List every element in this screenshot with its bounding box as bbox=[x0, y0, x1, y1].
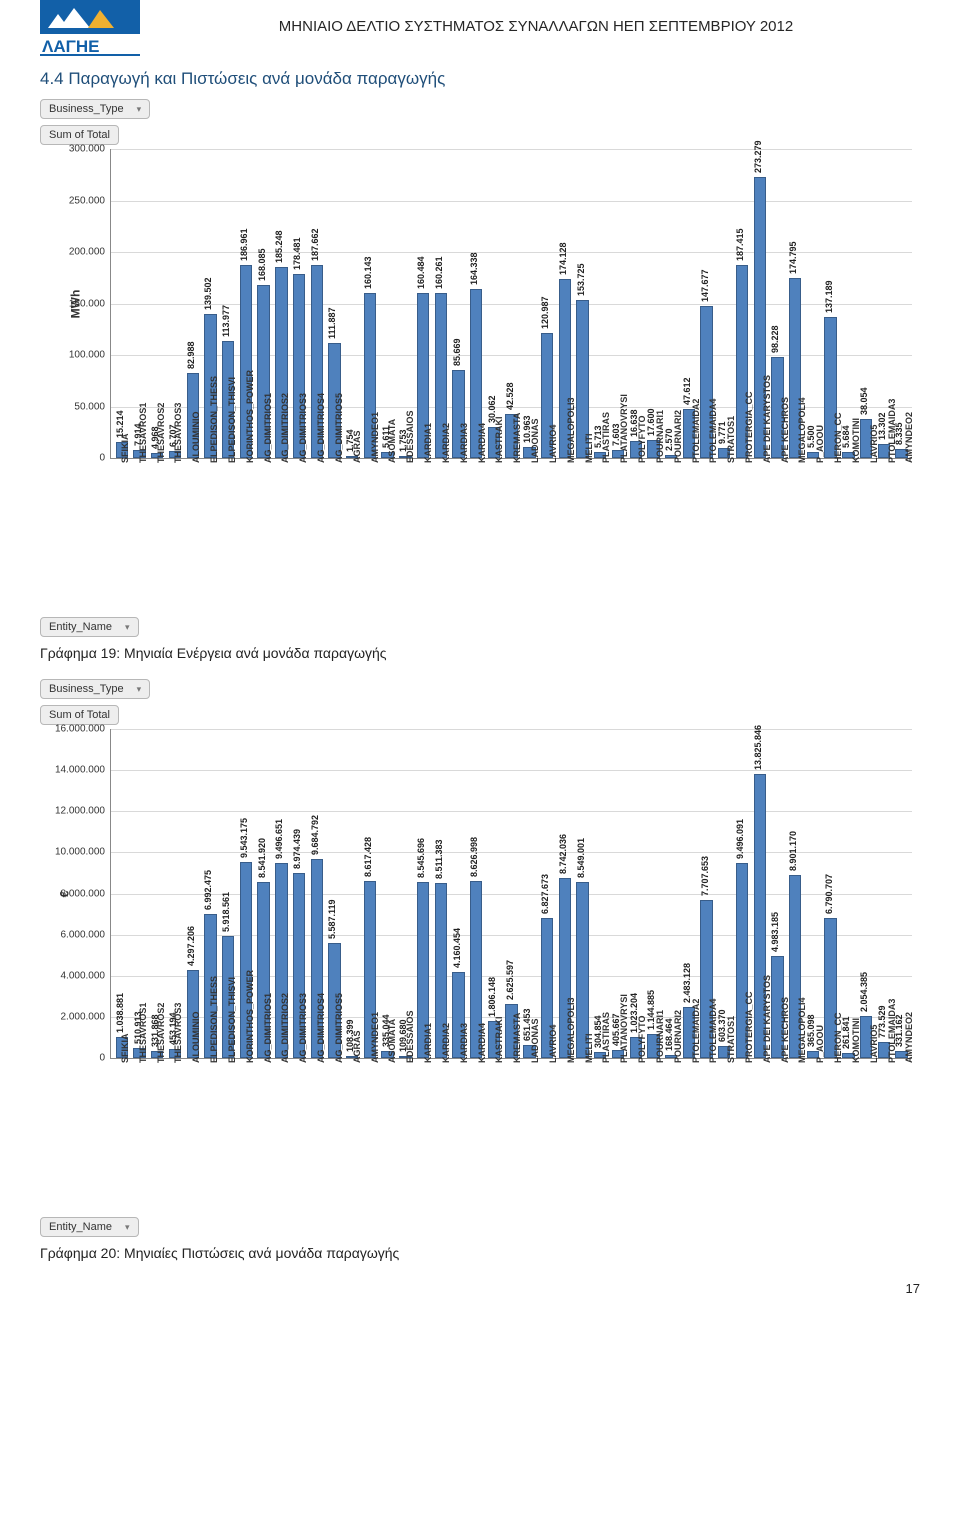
dropdown-icon: ▾ bbox=[125, 622, 130, 632]
bar-value-label: 111.887 bbox=[327, 307, 337, 341]
bar-value-label: 153.725 bbox=[576, 263, 586, 298]
svg-text:ΛΑΓΗΕ: ΛΑΓΗΕ bbox=[42, 37, 99, 56]
section-title: 4.4 Παραγωγή και Πιστώσεις ανά μονάδα πα… bbox=[40, 69, 920, 89]
bar-value-label: 8.901.170 bbox=[788, 831, 798, 873]
bar-value-label: 174.795 bbox=[788, 241, 798, 276]
entity-name-filter[interactable]: Entity_Name ▾ bbox=[40, 617, 139, 637]
bar-value-label: 174.128 bbox=[558, 242, 568, 277]
pill-label: Entity_Name bbox=[49, 621, 112, 633]
bar-value-label: 5.918.561 bbox=[221, 892, 231, 934]
bar-value-label: 13.825.846 bbox=[753, 725, 763, 772]
bar-value-label: 160.261 bbox=[434, 256, 444, 291]
y-tick: 300.000 bbox=[69, 144, 111, 155]
chart-credits: € 02.000.0004.000.0006.000.0008.000.0001… bbox=[40, 729, 920, 1199]
figure-caption-2: Γράφημα 20: Μηνιαίες Πιστώσεις ανά μονάδ… bbox=[40, 1245, 920, 1261]
bar-value-label: 186.961 bbox=[239, 229, 249, 264]
y-tick: 200.000 bbox=[69, 247, 111, 258]
y-tick: 16.000.000 bbox=[55, 724, 111, 735]
bar-value-label: 6.790.707 bbox=[824, 874, 834, 916]
bar-value-label: 9.496.091 bbox=[735, 819, 745, 861]
bar-value-label: 164.338 bbox=[469, 252, 479, 287]
bar-value-label: 147.677 bbox=[700, 269, 710, 304]
business-type-filter[interactable]: Business_Type ▾ bbox=[40, 99, 150, 119]
bar-value-label: 8.617.428 bbox=[363, 837, 373, 879]
bar-value-label: 9.684.792 bbox=[310, 815, 320, 857]
bar-value-label: 4.160.454 bbox=[452, 928, 462, 970]
y-tick: 10.000.000 bbox=[55, 847, 111, 858]
chart-energy: MWh 050.000100.000150.000200.000250.0003… bbox=[40, 149, 920, 599]
bar-value-label: 113.977 bbox=[221, 305, 231, 339]
y-tick: 8.000.000 bbox=[61, 888, 112, 899]
bar-value-label: 273.279 bbox=[753, 140, 763, 175]
bar-value-label: 7.707.653 bbox=[700, 855, 710, 897]
bar-value-label: 178.481 bbox=[292, 238, 302, 273]
bar-value-label: 85.669 bbox=[452, 338, 462, 368]
bar-value-label: 8.545.696 bbox=[416, 838, 426, 880]
bar-value-label: 160.484 bbox=[416, 256, 426, 291]
bar-value-label: 139.502 bbox=[203, 278, 213, 313]
page-number: 17 bbox=[40, 1281, 920, 1296]
bar-value-label: 82.988 bbox=[186, 341, 196, 371]
bar-value-label: 137.189 bbox=[824, 280, 834, 315]
pill-label: Business_Type bbox=[49, 683, 124, 695]
doc-title: ΜΗΝΙΑΙΟ ΔΕΛΤΙΟ ΣΥΣΤΗΜΑΤΟΣ ΣΥΝΑΛΛΑΓΩΝ ΗΕΠ… bbox=[152, 18, 920, 35]
bar-value-label: 187.415 bbox=[735, 228, 745, 263]
logo: ΛΑΓΗΕ bbox=[40, 0, 140, 61]
y-tick: 250.000 bbox=[69, 195, 111, 206]
dropdown-icon: ▾ bbox=[125, 1222, 130, 1232]
bar-value-label: 8.974.439 bbox=[292, 829, 302, 871]
bar-value-label: 42.528 bbox=[505, 383, 515, 413]
bar-value-label: 8.626.998 bbox=[469, 837, 479, 879]
bar-value-label: 9.543.175 bbox=[239, 818, 249, 860]
y-tick: 50.000 bbox=[74, 401, 111, 412]
bar-value-label: 185.248 bbox=[274, 231, 284, 266]
bar-value-label: 98.228 bbox=[770, 325, 780, 355]
bar-value-label: 4.983.185 bbox=[770, 912, 780, 954]
bar-value-label: 6.827.673 bbox=[540, 874, 550, 916]
y-tick: 4.000.000 bbox=[61, 970, 112, 981]
sum-of-total-pill: Sum of Total bbox=[40, 125, 119, 145]
bar-value-label: 2.625.597 bbox=[505, 960, 515, 1002]
bar-value-label: 8.541.920 bbox=[257, 838, 267, 880]
bar-value-label: 8.511.383 bbox=[434, 839, 444, 881]
pill-label: Entity_Name bbox=[49, 1221, 112, 1233]
y-tick: 2.000.000 bbox=[61, 1011, 112, 1022]
bar-value-label: 1.038.881 bbox=[115, 993, 125, 1035]
bar-value-label: 8.742.036 bbox=[558, 834, 568, 876]
business-type-filter-2[interactable]: Business_Type ▾ bbox=[40, 679, 150, 699]
bar-value-label: 187.662 bbox=[310, 228, 320, 263]
bar-value-label: 9.496.651 bbox=[274, 819, 284, 861]
bar-value-label: 38.054 bbox=[859, 387, 869, 417]
y-tick: 150.000 bbox=[69, 298, 111, 309]
bar bbox=[576, 882, 588, 1058]
bar-value-label: 6.992.475 bbox=[203, 870, 213, 912]
sum-of-total-pill-2: Sum of Total bbox=[40, 705, 119, 725]
figure-caption-1: Γράφημα 19: Μηνιαία Ενέργεια ανά μονάδα … bbox=[40, 645, 920, 661]
filter-icon: ▾ bbox=[137, 684, 142, 694]
bar-value-label: 120.987 bbox=[540, 297, 550, 332]
bar-value-label: 1.806.148 bbox=[487, 977, 497, 1019]
y-tick: 6.000.000 bbox=[61, 929, 112, 940]
bar-value-label: 5.587.119 bbox=[327, 900, 337, 942]
entity-name-filter-2[interactable]: Entity_Name ▾ bbox=[40, 1217, 139, 1237]
y-tick: 12.000.000 bbox=[55, 806, 111, 817]
bar-value-label: 160.143 bbox=[363, 257, 373, 292]
pill-label: Business_Type bbox=[49, 103, 124, 115]
bar-value-label: 4.297.206 bbox=[186, 926, 196, 968]
bar-value-label: 168.085 bbox=[257, 248, 267, 283]
bar-value-label: 2.054.385 bbox=[859, 972, 869, 1014]
bar-value-label: 8.549.001 bbox=[576, 838, 586, 880]
y-tick: 100.000 bbox=[69, 350, 111, 361]
y-tick: 14.000.000 bbox=[55, 765, 111, 776]
filter-icon: ▾ bbox=[137, 104, 142, 114]
